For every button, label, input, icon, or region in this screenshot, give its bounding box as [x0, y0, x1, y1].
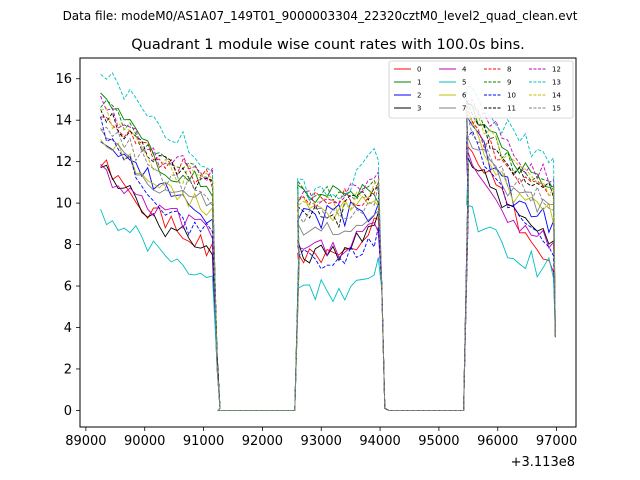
legend-label-6: 6 [462, 92, 467, 100]
series-line-5 [100, 164, 556, 411]
series-line-8 [100, 104, 556, 411]
legend-label-7: 7 [462, 105, 466, 113]
y-tick-label: 2 [64, 362, 72, 377]
legend-label-5: 5 [462, 79, 466, 87]
legend-label-12: 12 [552, 66, 561, 74]
x-tick-label: 94000 [359, 434, 400, 449]
y-tick-label: 10 [55, 197, 72, 212]
suptitle: Data file: modeM0/AS1A07_149T01_90000033… [63, 9, 578, 23]
x-tick-label: 93000 [301, 434, 342, 449]
legend-label-8: 8 [507, 66, 511, 74]
legend-label-15: 15 [552, 105, 561, 113]
series-line-13 [100, 72, 556, 411]
series-line-10 [100, 116, 556, 411]
legend-frame [388, 60, 574, 119]
x-tick-label: 89000 [65, 434, 106, 449]
legend-label-10: 10 [507, 92, 516, 100]
y-tick-label: 6 [64, 280, 72, 295]
y-tick-label: 4 [64, 321, 72, 336]
legend-label-11: 11 [507, 105, 516, 113]
x-tick-label: 97000 [536, 434, 577, 449]
series-line-11 [100, 99, 556, 411]
series-line-6 [100, 111, 556, 411]
y-tick-label: 8 [64, 238, 72, 253]
chart-title: Quadrant 1 module wise count rates with … [131, 37, 525, 53]
legend-label-0: 0 [417, 66, 421, 74]
legend-label-14: 14 [552, 92, 561, 100]
x-axis: 89000 90000 91000 92000 93000 94000 95000 96000… [65, 427, 577, 449]
y-tick-label: 0 [64, 404, 72, 419]
series-line-12 [100, 95, 556, 411]
legend-label-4: 4 [462, 66, 467, 74]
y-axis: 0 2 4 6 8 10 12 14 16 [55, 72, 80, 419]
legend-label-1: 1 [417, 79, 421, 87]
y-tick-label: 12 [55, 155, 72, 170]
legend-label-2: 2 [417, 92, 421, 100]
x-tick-label: 96000 [477, 434, 518, 449]
y-tick-label: 16 [55, 72, 72, 87]
legend-label-3: 3 [417, 105, 421, 113]
x-tick-label: 90000 [124, 434, 165, 449]
axes-frame [79, 57, 577, 428]
series-line-3 [100, 154, 556, 411]
x-tick-label: 92000 [242, 434, 283, 449]
series-line-9 [100, 99, 556, 411]
series-line-7 [100, 127, 556, 411]
legend-label-9: 9 [507, 79, 511, 87]
y-tick-label: 14 [55, 114, 72, 129]
x-tick-label: 95000 [418, 434, 459, 449]
series-line-15 [100, 111, 556, 411]
series-line-4 [100, 147, 556, 411]
x-offset-text: +3.113e8 [511, 455, 575, 470]
x-tick-label: 91000 [183, 434, 224, 449]
series-line-1 [100, 92, 556, 411]
legend-label-13: 13 [552, 79, 561, 87]
